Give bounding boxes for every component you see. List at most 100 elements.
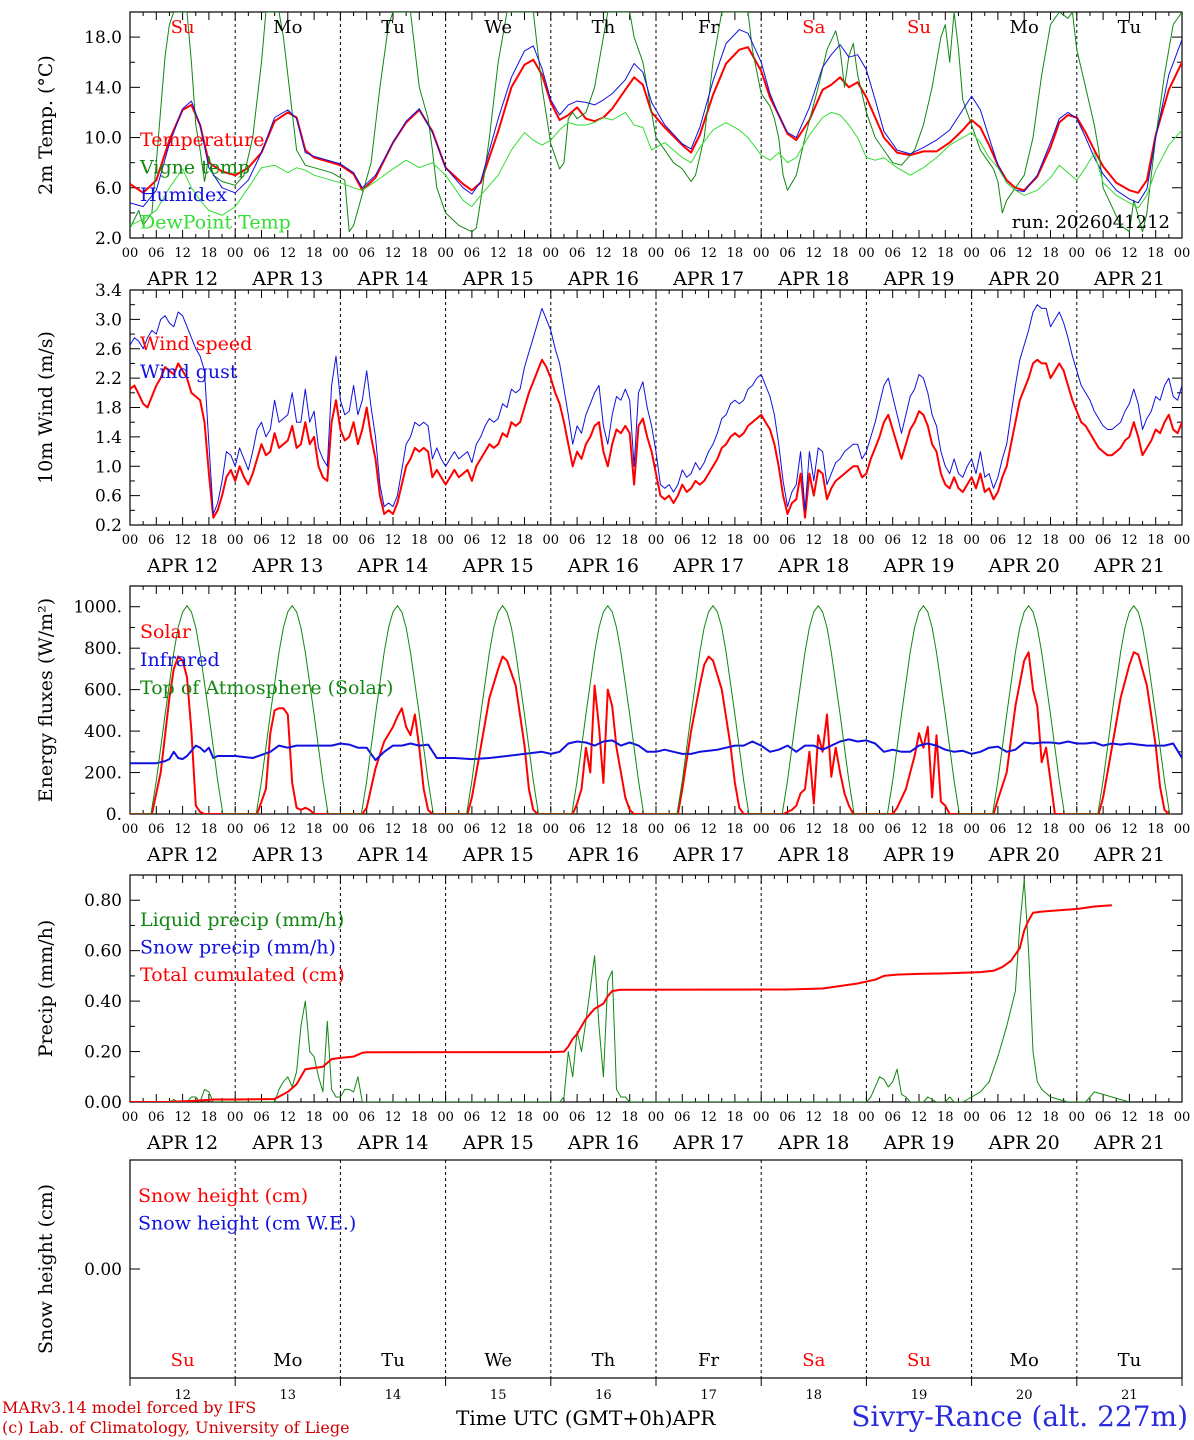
series-total-cumulated-cm-: [130, 904, 1112, 1102]
hour-tick-label: 00: [1069, 246, 1086, 261]
hour-tick-label: 06: [148, 822, 165, 837]
hour-tick-label: 18: [832, 246, 849, 261]
y-tick-label: 0.6: [95, 487, 122, 507]
hour-tick-label: 00: [753, 822, 770, 837]
date-label: APR 12: [146, 1132, 218, 1154]
hour-tick-label: 00: [858, 533, 875, 548]
hour-tick-label: 06: [253, 822, 270, 837]
day-label: Mo: [1010, 1350, 1039, 1371]
y-tick-label: 2.6: [95, 340, 122, 360]
hour-tick-label: 00: [1069, 822, 1086, 837]
hour-tick-label: 00: [543, 1110, 560, 1125]
hour-tick-label: 00: [437, 822, 454, 837]
date-label: APR 18: [777, 555, 849, 577]
credits: MARv3.14 model forced by IFS (c) Lab. of…: [2, 1398, 350, 1438]
hour-tick-label: 12: [700, 246, 717, 261]
date-label: APR 19: [882, 555, 954, 577]
hour-tick-label: 06: [779, 246, 796, 261]
hour-tick-label: 06: [779, 1110, 796, 1125]
panel-temp: [129, 11, 1183, 239]
date-label: APR 13: [251, 844, 323, 866]
day-number: 15: [490, 1388, 507, 1403]
hour-tick-label: 06: [358, 822, 375, 837]
hour-tick-label: 18: [201, 246, 218, 261]
hour-tick-label: 18: [727, 1110, 744, 1125]
hour-tick-label: 18: [937, 1110, 954, 1125]
hour-tick-label: 18: [516, 246, 533, 261]
hour-tick-label: 12: [595, 246, 612, 261]
hour-tick-label: 06: [990, 246, 1007, 261]
y-tick-label: 1.8: [95, 399, 122, 419]
legend-entry: Humidex: [140, 184, 227, 206]
hour-tick-label: 06: [990, 822, 1007, 837]
date-label: APR 19: [882, 1132, 954, 1154]
series-humidex: [130, 29, 1182, 208]
hour-tick-label: 06: [464, 246, 481, 261]
date-label: APR 14: [356, 268, 428, 290]
day-number: 17: [700, 1388, 717, 1403]
hour-tick-label: 12: [174, 246, 191, 261]
y-tick-label: 1000.: [73, 598, 122, 618]
day-number: 19: [911, 1388, 928, 1403]
hour-tick-label: 06: [884, 1110, 901, 1125]
hour-tick-label: 06: [990, 1110, 1007, 1125]
y-tick-label: 3.4: [95, 281, 122, 301]
legend-entry: Snow height (cm): [138, 1185, 308, 1207]
hour-tick-label: 06: [148, 246, 165, 261]
hour-tick-label: 00: [858, 246, 875, 261]
series-wind-speed: [130, 358, 1182, 519]
hour-tick-label: 18: [516, 1110, 533, 1125]
date-label: APR 14: [356, 555, 428, 577]
hour-tick-label: 00: [437, 1110, 454, 1125]
hour-tick-label: 12: [385, 1110, 402, 1125]
hour-tick-label: 12: [806, 1110, 823, 1125]
hour-tick-label: 06: [674, 822, 691, 837]
hour-tick-label: 12: [700, 822, 717, 837]
hour-tick-label: 18: [621, 533, 638, 548]
hour-tick-label: 00: [332, 822, 349, 837]
date-label: APR 21: [1093, 844, 1165, 866]
hour-tick-label: 00: [1174, 533, 1191, 548]
y-tick-label: 0.00: [84, 1260, 122, 1280]
date-label: APR 12: [146, 268, 218, 290]
day-label: Tu: [1118, 17, 1142, 38]
day-label: We: [484, 1350, 512, 1371]
hour-tick-label: 12: [595, 533, 612, 548]
hour-tick-label: 18: [411, 533, 428, 548]
hour-tick-label: 06: [1095, 533, 1112, 548]
hour-tick-label: 06: [1095, 246, 1112, 261]
day-label: Su: [907, 1350, 931, 1371]
day-label: Tu: [1118, 1350, 1142, 1371]
hour-tick-label: 12: [911, 246, 928, 261]
hour-tick-label: 18: [621, 822, 638, 837]
hour-tick-label: 00: [963, 822, 980, 837]
hour-tick-label: 18: [411, 822, 428, 837]
hour-tick-label: 00: [227, 533, 244, 548]
y-tick-label: 400.: [84, 722, 122, 742]
day-number: 20: [1016, 1388, 1033, 1403]
hour-tick-label: 00: [437, 533, 454, 548]
day-number: 13: [280, 1388, 297, 1403]
hour-tick-label: 12: [1016, 533, 1033, 548]
date-label: APR 16: [567, 555, 639, 577]
run-annotation: run: 2026041212: [1012, 212, 1170, 233]
y-tick-label: 1.0: [95, 457, 122, 477]
series-temperature: [130, 46, 1182, 194]
hour-tick-label: 00: [1174, 822, 1191, 837]
hour-tick-label: 06: [674, 1110, 691, 1125]
hour-tick-label: 18: [306, 822, 323, 837]
day-label: Sa: [802, 1350, 825, 1371]
series-wind-gust: [130, 304, 1182, 515]
hour-tick-label: 12: [911, 533, 928, 548]
hour-tick-label: 00: [437, 246, 454, 261]
day-label: Mo: [1010, 17, 1039, 38]
hour-tick-label: 18: [1147, 246, 1164, 261]
hour-tick-label: 06: [464, 822, 481, 837]
hour-tick-label: 12: [280, 1110, 297, 1125]
hour-tick-label: 00: [543, 533, 560, 548]
hour-tick-label: 18: [306, 533, 323, 548]
day-label: Su: [171, 17, 195, 38]
hour-tick-label: 00: [1174, 246, 1191, 261]
hour-tick-label: 00: [753, 1110, 770, 1125]
